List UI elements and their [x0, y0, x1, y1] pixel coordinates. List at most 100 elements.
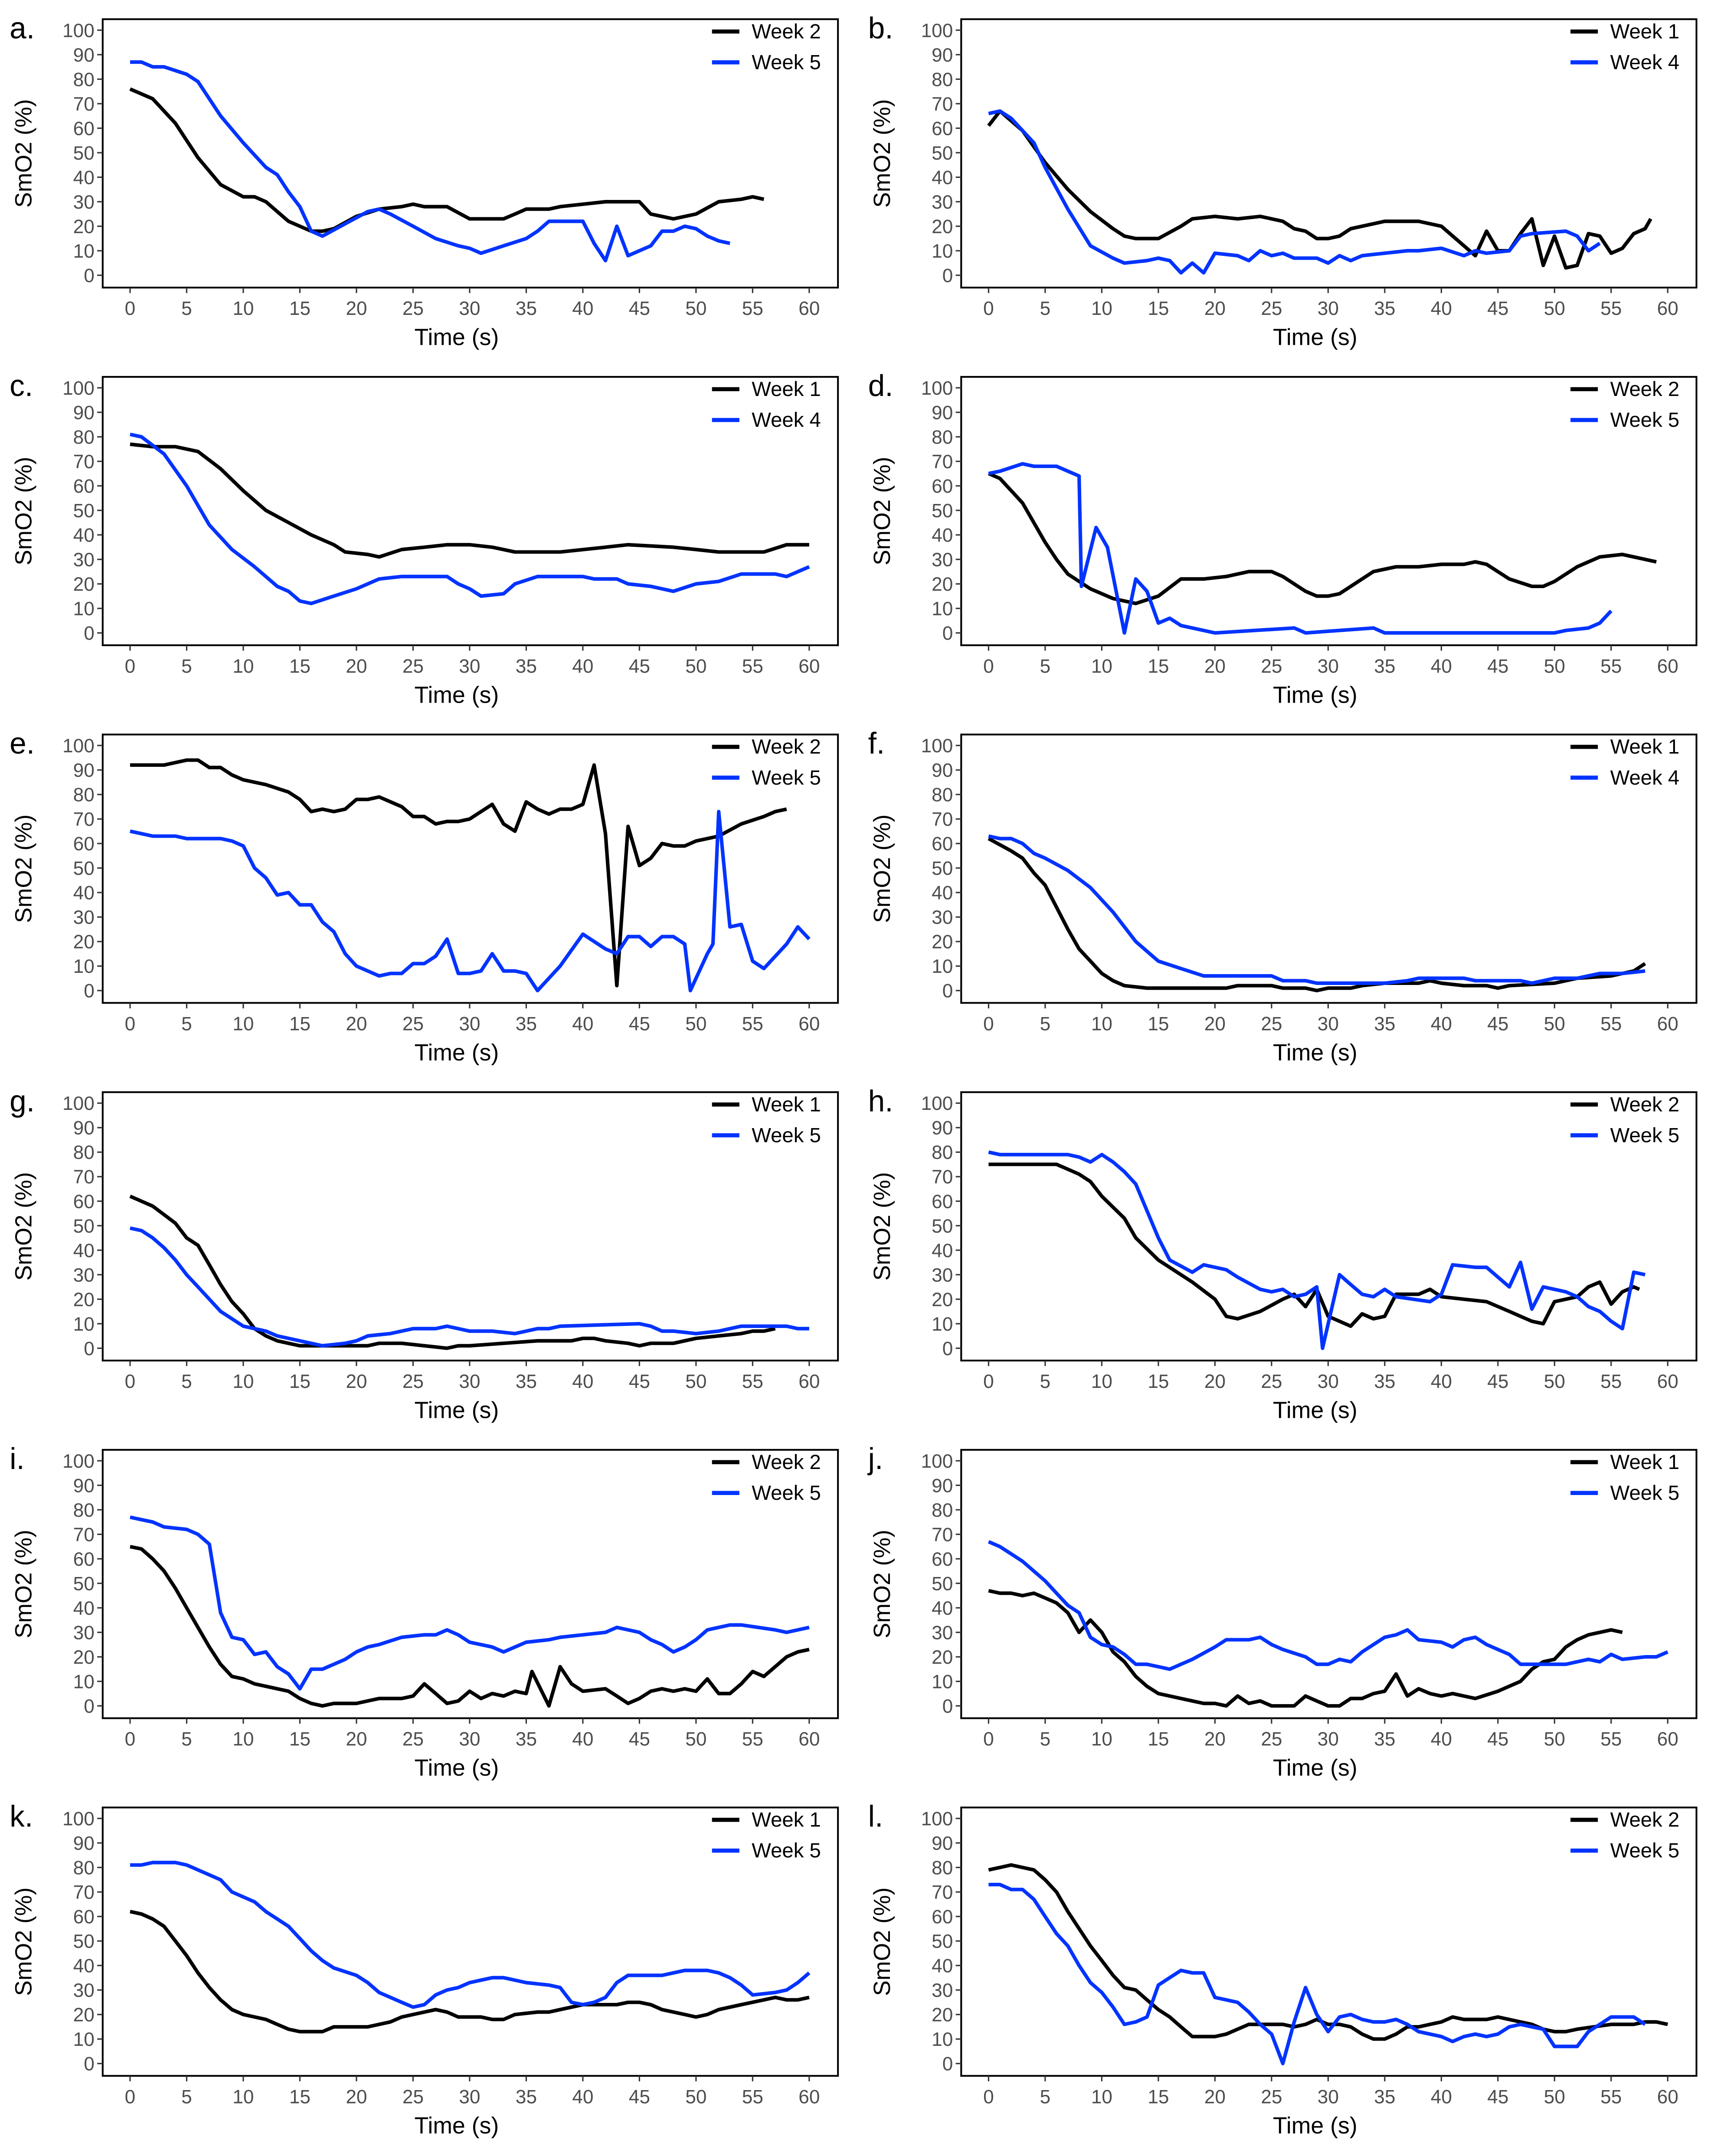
x-tick-label: 50 [685, 298, 706, 319]
y-tick-label: 70 [932, 94, 953, 115]
y-tick-label: 60 [932, 1549, 953, 1570]
x-tick-label: 20 [346, 298, 367, 319]
x-tick-label: 60 [1657, 298, 1678, 319]
legend-label: Week 2 [752, 1451, 821, 1474]
x-axis-label: Time (s) [1273, 1040, 1357, 1066]
legend-label: Week 2 [1610, 378, 1680, 401]
x-tick-label: 0 [983, 656, 994, 677]
y-tick-label: 40 [73, 1240, 95, 1261]
y-tick-label: 0 [84, 1338, 95, 1359]
x-tick-label: 0 [983, 2086, 994, 2107]
y-tick-label: 80 [932, 69, 953, 90]
x-tick-label: 45 [629, 298, 650, 319]
series-line-week-2 [130, 758, 787, 988]
y-tick-label: 90 [932, 45, 953, 66]
y-tick-label: 50 [932, 1573, 953, 1594]
y-tick-label: 80 [932, 1858, 953, 1879]
series-line-week-1 [987, 109, 1652, 270]
x-tick-label: 30 [459, 1013, 480, 1034]
y-tick-label: 90 [73, 402, 95, 423]
x-tick-label: 20 [1204, 2086, 1226, 2107]
x-tick-label: 15 [289, 1729, 311, 1750]
y-tick-label: 0 [942, 2054, 953, 2075]
y-tick-label: 70 [932, 451, 953, 472]
x-tick-label: 20 [1204, 1729, 1226, 1750]
x-tick-label: 55 [742, 656, 763, 677]
x-tick-label: 30 [459, 298, 480, 319]
y-axis-label: SmO2 (%) [869, 1172, 895, 1280]
y-tick-label: 60 [73, 1907, 95, 1928]
y-axis-label: SmO2 (%) [869, 1888, 895, 1996]
x-tick-label: 10 [232, 1729, 254, 1750]
y-tick-label: 20 [73, 1289, 95, 1310]
y-tick-label: 90 [73, 1475, 95, 1496]
x-tick-label: 0 [983, 298, 994, 319]
x-tick-label: 55 [1600, 656, 1622, 677]
panel-l: l. 0 10 20 30 40 50 60 70 80 90 100 0 5 10 15 20 25 30 35 40… [868, 1799, 1697, 2139]
y-tick-label: 20 [932, 574, 953, 595]
panel-d: d. 0 10 20 30 40 50 60 70 80 90 100 0 5 10 15 20 25 30 35 40… [868, 369, 1697, 708]
x-tick-label: 50 [685, 1013, 706, 1034]
x-tick-label: 25 [402, 1371, 424, 1392]
x-tick-label: 10 [232, 656, 254, 677]
y-tick-label: 0 [84, 265, 95, 286]
y-tick-label: 10 [932, 1314, 953, 1335]
y-tick-label: 20 [932, 932, 953, 953]
series-line-week-5 [130, 1226, 809, 1348]
x-tick-label: 45 [629, 656, 650, 677]
y-tick-label: 40 [73, 1598, 95, 1619]
x-tick-label: 40 [1431, 1729, 1452, 1750]
y-tick-label: 0 [942, 1338, 953, 1359]
y-tick-label: 50 [932, 1216, 953, 1237]
y-axis-label: SmO2 (%) [11, 1172, 37, 1280]
legend-label: Week 2 [1610, 1809, 1680, 1832]
plot-frame [101, 1449, 839, 1719]
x-tick-label: 40 [572, 656, 593, 677]
x-tick-label: 35 [1374, 656, 1395, 677]
x-tick-label: 5 [181, 298, 192, 319]
plot-frame [101, 376, 839, 646]
x-tick-label: 10 [1091, 1371, 1112, 1392]
plot-frame [960, 1449, 1697, 1719]
x-tick-label: 25 [1261, 1371, 1282, 1392]
y-tick-label: 70 [932, 1524, 953, 1545]
x-tick-label: 30 [1318, 298, 1339, 319]
y-tick-label: 80 [73, 69, 95, 90]
legend-label: Week 1 [752, 1809, 821, 1832]
x-tick-label: 0 [125, 1371, 136, 1392]
y-tick-label: 30 [73, 192, 95, 213]
x-tick-label: 55 [742, 1371, 763, 1392]
x-tick-label: 0 [983, 1729, 994, 1750]
y-tick-label: 70 [73, 94, 95, 115]
y-axis-label: SmO2 (%) [11, 1530, 37, 1638]
x-tick-label: 60 [1657, 2086, 1678, 2107]
y-tick-label: 80 [73, 427, 95, 448]
y-tick-label: 10 [932, 241, 953, 262]
y-axis-label: SmO2 (%) [869, 457, 895, 565]
x-tick-label: 35 [516, 656, 537, 677]
x-tick-label: 15 [289, 656, 311, 677]
x-tick-label: 35 [516, 1729, 537, 1750]
panel-f: f. 0 10 20 30 40 50 60 70 80 90 100 0 5 10 15 20 25 30 35 40… [868, 726, 1697, 1066]
y-tick-label: 20 [73, 2005, 95, 2026]
x-tick-label: 15 [1148, 298, 1169, 319]
y-axis-label: SmO2 (%) [869, 815, 895, 923]
y-tick-label: 50 [73, 1573, 95, 1594]
panel-label: f. [868, 726, 885, 760]
x-tick-label: 45 [629, 1013, 650, 1034]
x-tick-label: 5 [181, 1371, 192, 1392]
x-tick-label: 50 [1544, 1729, 1565, 1750]
y-tick-label: 50 [73, 1216, 95, 1237]
x-tick-label: 45 [1487, 656, 1508, 677]
y-tick-label: 50 [73, 1931, 95, 1952]
y-axis-label: SmO2 (%) [11, 457, 37, 565]
y-tick-label: 20 [932, 2005, 953, 2026]
x-tick-label: 0 [125, 1013, 136, 1034]
x-tick-label: 35 [516, 2086, 537, 2107]
y-tick-label: 90 [932, 1475, 953, 1496]
x-tick-label: 40 [572, 1371, 593, 1392]
x-tick-label: 30 [459, 2086, 480, 2107]
series-line-week-1 [130, 442, 809, 559]
x-tick-label: 40 [572, 1729, 593, 1750]
panel-label: d. [868, 369, 893, 402]
